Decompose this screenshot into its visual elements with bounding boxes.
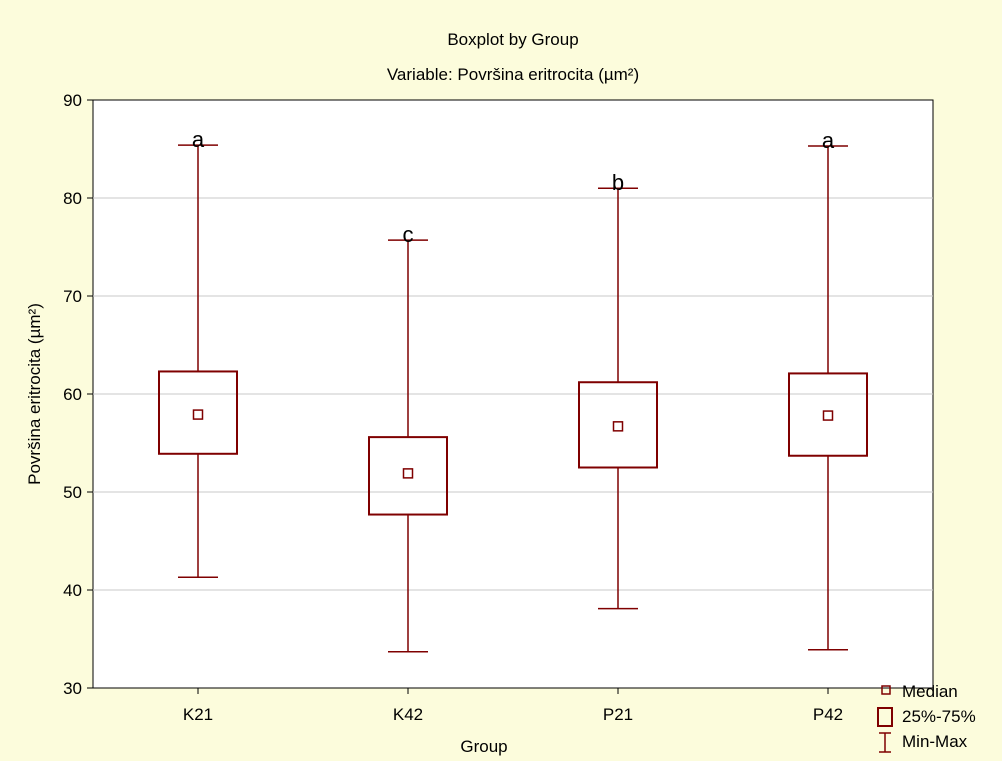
median-marker (402, 468, 414, 479)
x-tick-label: K42 (393, 705, 423, 724)
legend-median-label: Median (902, 682, 958, 701)
box-group: a (788, 128, 868, 651)
box-group: b (578, 170, 658, 610)
y-tick-label: 40 (63, 581, 82, 600)
median-marker (192, 409, 204, 420)
x-tick-label: P21 (603, 705, 633, 724)
legend-minmax-icon (879, 732, 891, 753)
legend-iqr-icon (877, 707, 893, 727)
significance-letter: c (403, 222, 414, 247)
iqr-box (578, 381, 658, 469)
significance-letter: a (822, 128, 835, 153)
y-tick-label: 50 (63, 483, 82, 502)
y-axis: 30 40 50 60 70 80 90 (63, 91, 93, 698)
y-tick-label: 60 (63, 385, 82, 404)
legend-iqr-label: 25%-75% (902, 707, 976, 726)
x-axis-label: Group (460, 737, 507, 756)
chart-title: Boxplot by Group (447, 30, 578, 49)
median-marker (612, 421, 624, 432)
y-tick-label: 80 (63, 189, 82, 208)
y-tick-label: 30 (63, 679, 82, 698)
x-tick-label: P42 (813, 705, 843, 724)
x-axis: K21 K42 P21 P42 (183, 688, 843, 724)
x-tick-label: K21 (183, 705, 213, 724)
boxes: a c b a (158, 127, 868, 653)
iqr-box (158, 370, 238, 455)
y-axis-label: Površina eritrocita (µm²) (25, 303, 44, 485)
y-tick-label: 90 (63, 91, 82, 110)
legend-minmax-label: Min-Max (902, 732, 968, 751)
significance-letter: a (192, 127, 205, 152)
legend: Median 25%-75% Min-Max (877, 682, 976, 753)
box-group: c (368, 222, 448, 653)
grid-lines (93, 197, 933, 591)
y-tick-label: 70 (63, 287, 82, 306)
significance-letter: b (612, 170, 624, 195)
iqr-box (368, 436, 448, 516)
box-group: a (158, 127, 238, 579)
iqr-box (788, 372, 868, 457)
median-marker (822, 410, 834, 421)
legend-median-icon (881, 685, 891, 695)
chart-subtitle: Variable: Površina eritrocita (µm²) (387, 65, 639, 84)
